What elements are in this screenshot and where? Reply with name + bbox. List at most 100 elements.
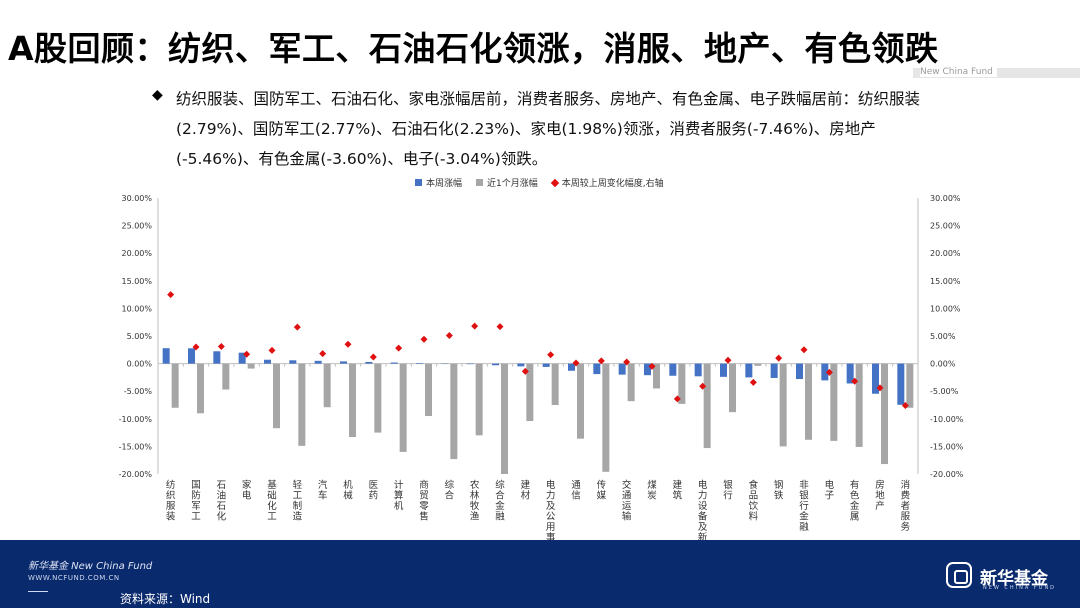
x-category-label: 色 <box>850 490 860 502</box>
x-category-label: 运 <box>622 501 632 512</box>
point-change <box>167 291 175 299</box>
x-category-label: 牧 <box>470 500 480 512</box>
x-category-label: 国 <box>191 480 201 491</box>
x-category-label: 行 <box>723 490 733 502</box>
footer-divider <box>28 591 48 592</box>
page-title: A股回顾：纺织、军工、石油石化领涨，消服、地产、有色领跌 <box>8 29 939 68</box>
x-category-label: 装 <box>166 511 176 523</box>
bar-weekly <box>238 352 246 364</box>
x-category-label: 消 <box>901 479 911 491</box>
x-category-label: 输 <box>622 511 632 523</box>
x-category-label: 者 <box>901 501 911 512</box>
x-category-label: 融 <box>495 512 505 523</box>
x-category-label: 合 <box>495 490 505 502</box>
y-tick-label-right: 10.00% <box>930 304 961 313</box>
x-category-label: 工 <box>191 512 201 523</box>
x-category-label: 银 <box>723 479 733 491</box>
bar-weekly <box>390 362 398 364</box>
y-tick-label-left: 10.00% <box>121 304 152 313</box>
y-tick-label-right: -10.00% <box>930 415 964 424</box>
x-category-label: 渔 <box>470 512 480 523</box>
x-category-label: 地 <box>875 490 885 502</box>
bar-monthly <box>830 363 838 441</box>
point-change <box>648 362 656 370</box>
logo-icon <box>946 562 972 588</box>
bar-weekly <box>542 363 550 367</box>
x-category-label: 石 <box>217 480 227 491</box>
x-category-label: 汽 <box>318 479 328 491</box>
bar-weekly <box>492 363 499 366</box>
point-change <box>268 346 276 354</box>
x-category-label: 炭 <box>647 491 657 502</box>
x-category-label: 及 <box>698 522 708 533</box>
y-tick-label-right: 30.00% <box>930 194 961 203</box>
logo-text: 新华基金 <box>980 569 1048 589</box>
point-change <box>521 367 529 375</box>
x-category-label: 房 <box>875 479 885 491</box>
point-change <box>369 353 377 361</box>
point-change <box>496 323 504 331</box>
bar-monthly <box>779 363 787 447</box>
x-category-label: 工 <box>267 512 277 523</box>
legend-monthly: 近1个月涨幅 <box>476 176 538 189</box>
legend-label-change: 本周较上周变化幅度,右轴 <box>561 179 664 189</box>
bar-monthly <box>653 363 660 389</box>
brand-caption: New China Fund <box>920 67 997 77</box>
point-change <box>293 323 301 331</box>
x-category-label: 机 <box>394 500 404 512</box>
x-category-label: 算 <box>394 490 404 502</box>
x-category-label: 务 <box>901 521 911 533</box>
x-category-label: 建 <box>521 479 531 491</box>
bar-monthly <box>425 363 432 417</box>
y-tick-label-right: 20.00% <box>930 249 961 258</box>
bar-monthly <box>754 363 762 366</box>
bar-monthly <box>197 363 204 414</box>
y-tick-label-left: 15.00% <box>121 277 152 286</box>
point-change <box>445 331 453 339</box>
x-category-label: 家 <box>242 479 252 491</box>
point-change <box>825 368 833 376</box>
x-category-label: 料 <box>749 511 759 523</box>
bar-monthly <box>298 363 306 446</box>
x-category-label: 械 <box>343 490 353 502</box>
bar-monthly <box>374 363 382 433</box>
x-category-label: 子 <box>825 491 835 502</box>
x-category-label: 综 <box>495 479 505 491</box>
x-category-label: 煤 <box>647 479 657 491</box>
bar-monthly <box>399 363 407 452</box>
legend-weekly: 本周涨幅 <box>415 176 462 189</box>
point-change <box>673 395 681 403</box>
point-change <box>547 351 555 359</box>
x-category-label: 合 <box>445 490 455 502</box>
x-category-label: 机 <box>343 479 353 491</box>
bar-monthly <box>222 363 230 390</box>
x-category-label: 农 <box>470 479 480 491</box>
x-category-label: 筑 <box>673 490 683 502</box>
x-category-label: 制 <box>293 500 303 512</box>
y-tick-label-left: 30.00% <box>121 194 152 203</box>
bar-chart: 30.00% 30.00% 25.00% 25.00% 20.00% 20.00% 15.0… <box>119 194 964 540</box>
point-change <box>471 322 479 330</box>
bar-monthly <box>551 363 559 405</box>
bar-weekly <box>416 363 423 364</box>
y-tick-label-left: -5.00% <box>124 387 153 396</box>
x-category-label: 银 <box>799 490 809 502</box>
bar-weekly <box>796 363 803 380</box>
x-category-label: 饮 <box>749 500 759 512</box>
x-category-label: 织 <box>166 490 176 502</box>
bar-weekly <box>669 363 677 376</box>
x-category-label: 信 <box>571 490 581 502</box>
x-category-label: 媒 <box>597 490 607 502</box>
y-tick-label-right: 25.00% <box>930 222 961 231</box>
bar-weekly <box>644 363 651 376</box>
bar-weekly <box>264 359 271 364</box>
bar-weekly <box>593 363 601 375</box>
bar-monthly <box>171 363 179 408</box>
x-category-label: 油 <box>217 490 227 502</box>
x-category-label: 防 <box>191 490 201 502</box>
point-change <box>597 357 605 365</box>
point-change <box>749 378 757 386</box>
x-category-label: 化 <box>267 500 277 512</box>
x-category-label: 及 <box>546 501 556 512</box>
x-category-label: 计 <box>394 479 404 491</box>
